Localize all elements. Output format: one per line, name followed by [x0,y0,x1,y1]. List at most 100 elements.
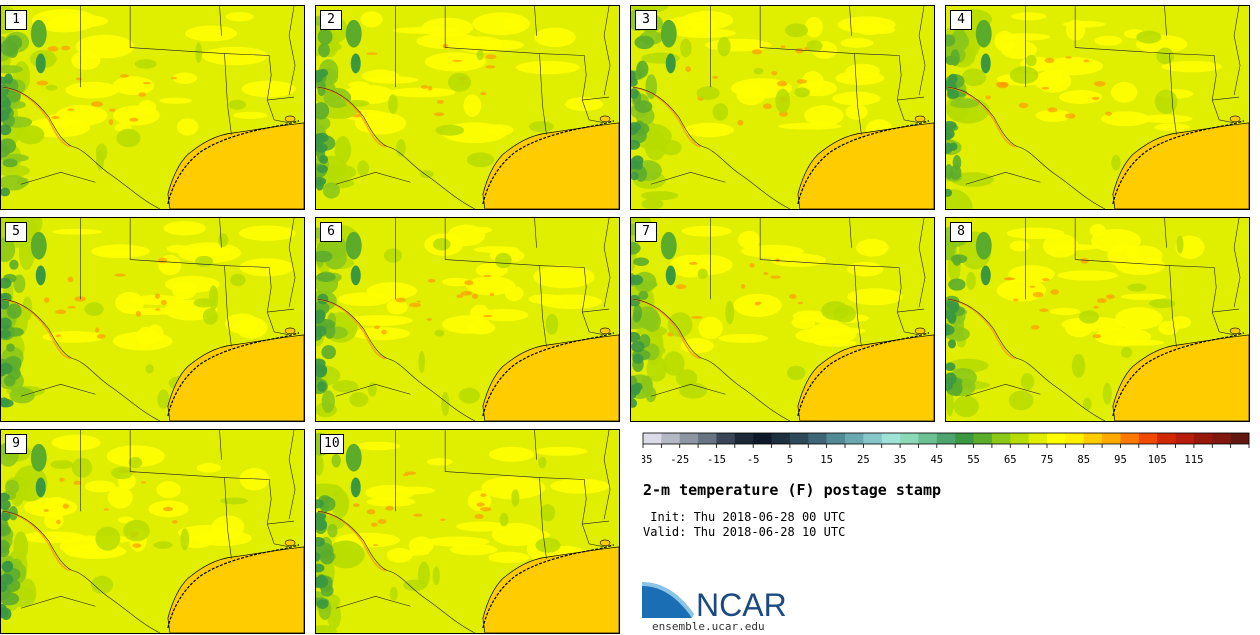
hot-spot [55,334,62,338]
hot-spot [43,509,49,512]
cool-terrain [631,139,641,150]
member-label: 4 [950,10,972,30]
warm-region [704,38,772,52]
cool-terrain [9,259,19,270]
cool-terrain [1,397,10,408]
colorbar-swatch [1175,433,1195,444]
cool-terrain [1,492,10,502]
hot-spot [489,293,495,297]
warm-region [486,124,514,136]
cool-patch [717,36,731,57]
cool-terrain [1,317,12,330]
cool-terrain [631,155,644,166]
colorbar-swatch [679,433,699,444]
warm-region [673,28,736,39]
warm-region [112,105,160,126]
hot-spot [59,477,65,482]
cool-terrain [947,339,956,349]
cool-terrain [5,35,23,51]
cool-patch [528,121,555,133]
hot-spot [770,275,781,279]
warm-region [564,96,604,112]
cool-terrain [632,310,641,323]
warm-region [1136,114,1193,124]
hot-spot [138,92,146,97]
warm-region [196,463,222,473]
colorbar-swatch [698,433,717,444]
cool-patch [1127,283,1147,292]
warm-region [55,104,108,126]
lake [599,327,611,335]
warm-region [463,94,482,117]
warm-region [534,446,588,456]
cool-terrain [35,477,46,498]
colorbar-swatch [1010,433,1029,444]
cool-patch [696,86,720,100]
warm-region [533,265,595,289]
warm-region [683,122,735,138]
cool-terrain [631,294,641,307]
cool-terrain [13,531,29,563]
hot-spot [474,514,484,519]
warm-region [112,331,173,351]
lake [914,327,926,335]
colorbar-tick-label: 65 [1004,454,1017,466]
cool-terrain [2,99,12,108]
cool-terrain [946,299,959,310]
coastline [482,544,615,629]
state-border [603,218,611,308]
cool-terrain [1,110,10,121]
state-border [897,96,925,101]
cool-terrain [320,496,336,512]
gulf-of-mexico [797,334,934,421]
warm-region [1006,227,1065,240]
cool-terrain [946,34,956,47]
cool-terrain [947,89,960,100]
state-border [581,499,605,548]
product-title: 2-m temperature (F) postage stamp [643,481,942,499]
warm-region [804,105,844,127]
hot-spot [1042,278,1050,282]
cool-terrain [316,272,336,282]
state-border [896,75,920,124]
cool-patch [784,23,809,38]
postage-stamp-map-2: 2 [315,5,620,210]
hot-spot [762,103,772,110]
hot-spot [108,119,114,126]
hot-spot [675,284,687,290]
postage-stamp-map-4: 4 [945,5,1250,210]
cool-terrain [634,100,653,113]
hot-spot [433,112,445,117]
cool-terrain [631,331,641,343]
hot-spot [372,544,378,547]
hot-spot [755,303,760,306]
cool-patch [1154,89,1178,114]
warm-region [392,486,436,495]
cool-terrain [1,174,27,191]
cool-terrain [319,103,358,119]
warm-region [156,481,181,499]
warm-region [550,478,610,494]
warm-region [177,524,240,541]
cool-terrain [350,265,361,286]
colorbar-swatch [973,433,993,444]
cool-terrain [318,68,329,78]
state-border [335,172,411,185]
hot-spot [67,276,74,283]
cool-terrain [322,182,340,199]
hot-spot [402,473,409,477]
river-hot-line [317,86,386,148]
warm-region [1120,293,1167,300]
cool-patch [432,238,451,251]
cool-terrain [980,53,991,74]
hot-spot [1091,96,1100,101]
warm-region [1061,316,1124,332]
cool-terrain [946,372,957,386]
cool-terrain [326,540,365,569]
cool-terrain [6,303,22,319]
hot-spot [460,290,473,296]
member-label: 8 [950,222,972,242]
cool-terrain [316,499,324,509]
cool-terrain [1,573,14,586]
coastline [482,332,615,417]
